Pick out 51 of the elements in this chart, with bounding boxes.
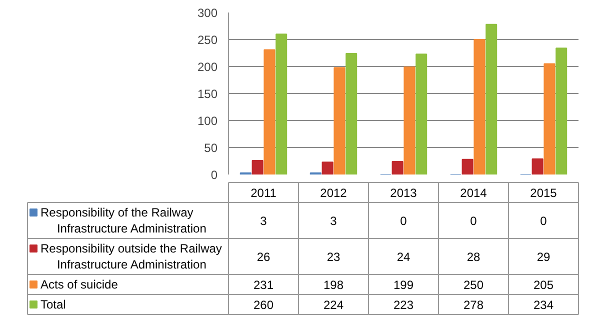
bar: [556, 48, 568, 174]
data-label: 278: [463, 298, 484, 312]
bar: [532, 158, 544, 174]
bar: [334, 67, 346, 174]
x-tick-label: 2014: [460, 186, 488, 200]
data-label: 29: [536, 250, 550, 264]
data-label: 224: [323, 298, 344, 312]
data-label: 3: [330, 214, 338, 228]
legend-label: Responsibility outside the Railway Infrastructure Administration: [40, 242, 222, 272]
data-label: 250: [463, 278, 484, 292]
bar: [322, 162, 334, 174]
data-label: 28: [466, 250, 480, 264]
data-label: 0: [540, 214, 548, 228]
bar: [416, 54, 428, 174]
bar: [264, 49, 276, 174]
bar: [392, 161, 404, 174]
data-label: 205: [533, 278, 554, 292]
bar: [544, 63, 556, 174]
legend-label: Responsibility of the Railway Infrastructure Administration: [40, 206, 206, 236]
y-tick-label: 300: [197, 6, 218, 20]
bar: [462, 158, 474, 174]
data-label: 199: [393, 278, 414, 292]
data-label: 234: [533, 298, 554, 312]
bar: [252, 160, 264, 174]
y-tick-label: 150: [197, 87, 218, 101]
x-tick-label: 2015: [530, 186, 558, 200]
x-tick-label: 2013: [390, 186, 418, 200]
legend-label: Total: [40, 298, 66, 312]
data-label: 0: [400, 214, 408, 228]
bar: [276, 34, 288, 174]
legend-label: Acts of suicide: [40, 278, 118, 292]
data-label: 3: [260, 214, 268, 228]
bar: [346, 53, 358, 174]
data-label: 0: [470, 214, 478, 228]
data-label: 23: [326, 250, 340, 264]
data-label: 223: [393, 298, 414, 312]
y-tick-label: 0: [210, 168, 218, 182]
data-label: 198: [323, 278, 344, 292]
y-tick-label: 250: [197, 33, 218, 47]
y-tick-label: 100: [197, 114, 218, 128]
data-label: 26: [256, 250, 270, 264]
data-label: 24: [396, 250, 410, 264]
data-label: 231: [253, 278, 274, 292]
x-tick-label: 2011: [250, 186, 277, 200]
bar: [474, 39, 486, 174]
data-label: 260: [253, 298, 274, 312]
bar: [404, 66, 416, 174]
x-tick-label: 2012: [320, 186, 348, 200]
bar: [486, 24, 498, 174]
y-tick-label: 50: [204, 141, 218, 155]
y-tick-label: 200: [197, 60, 218, 74]
